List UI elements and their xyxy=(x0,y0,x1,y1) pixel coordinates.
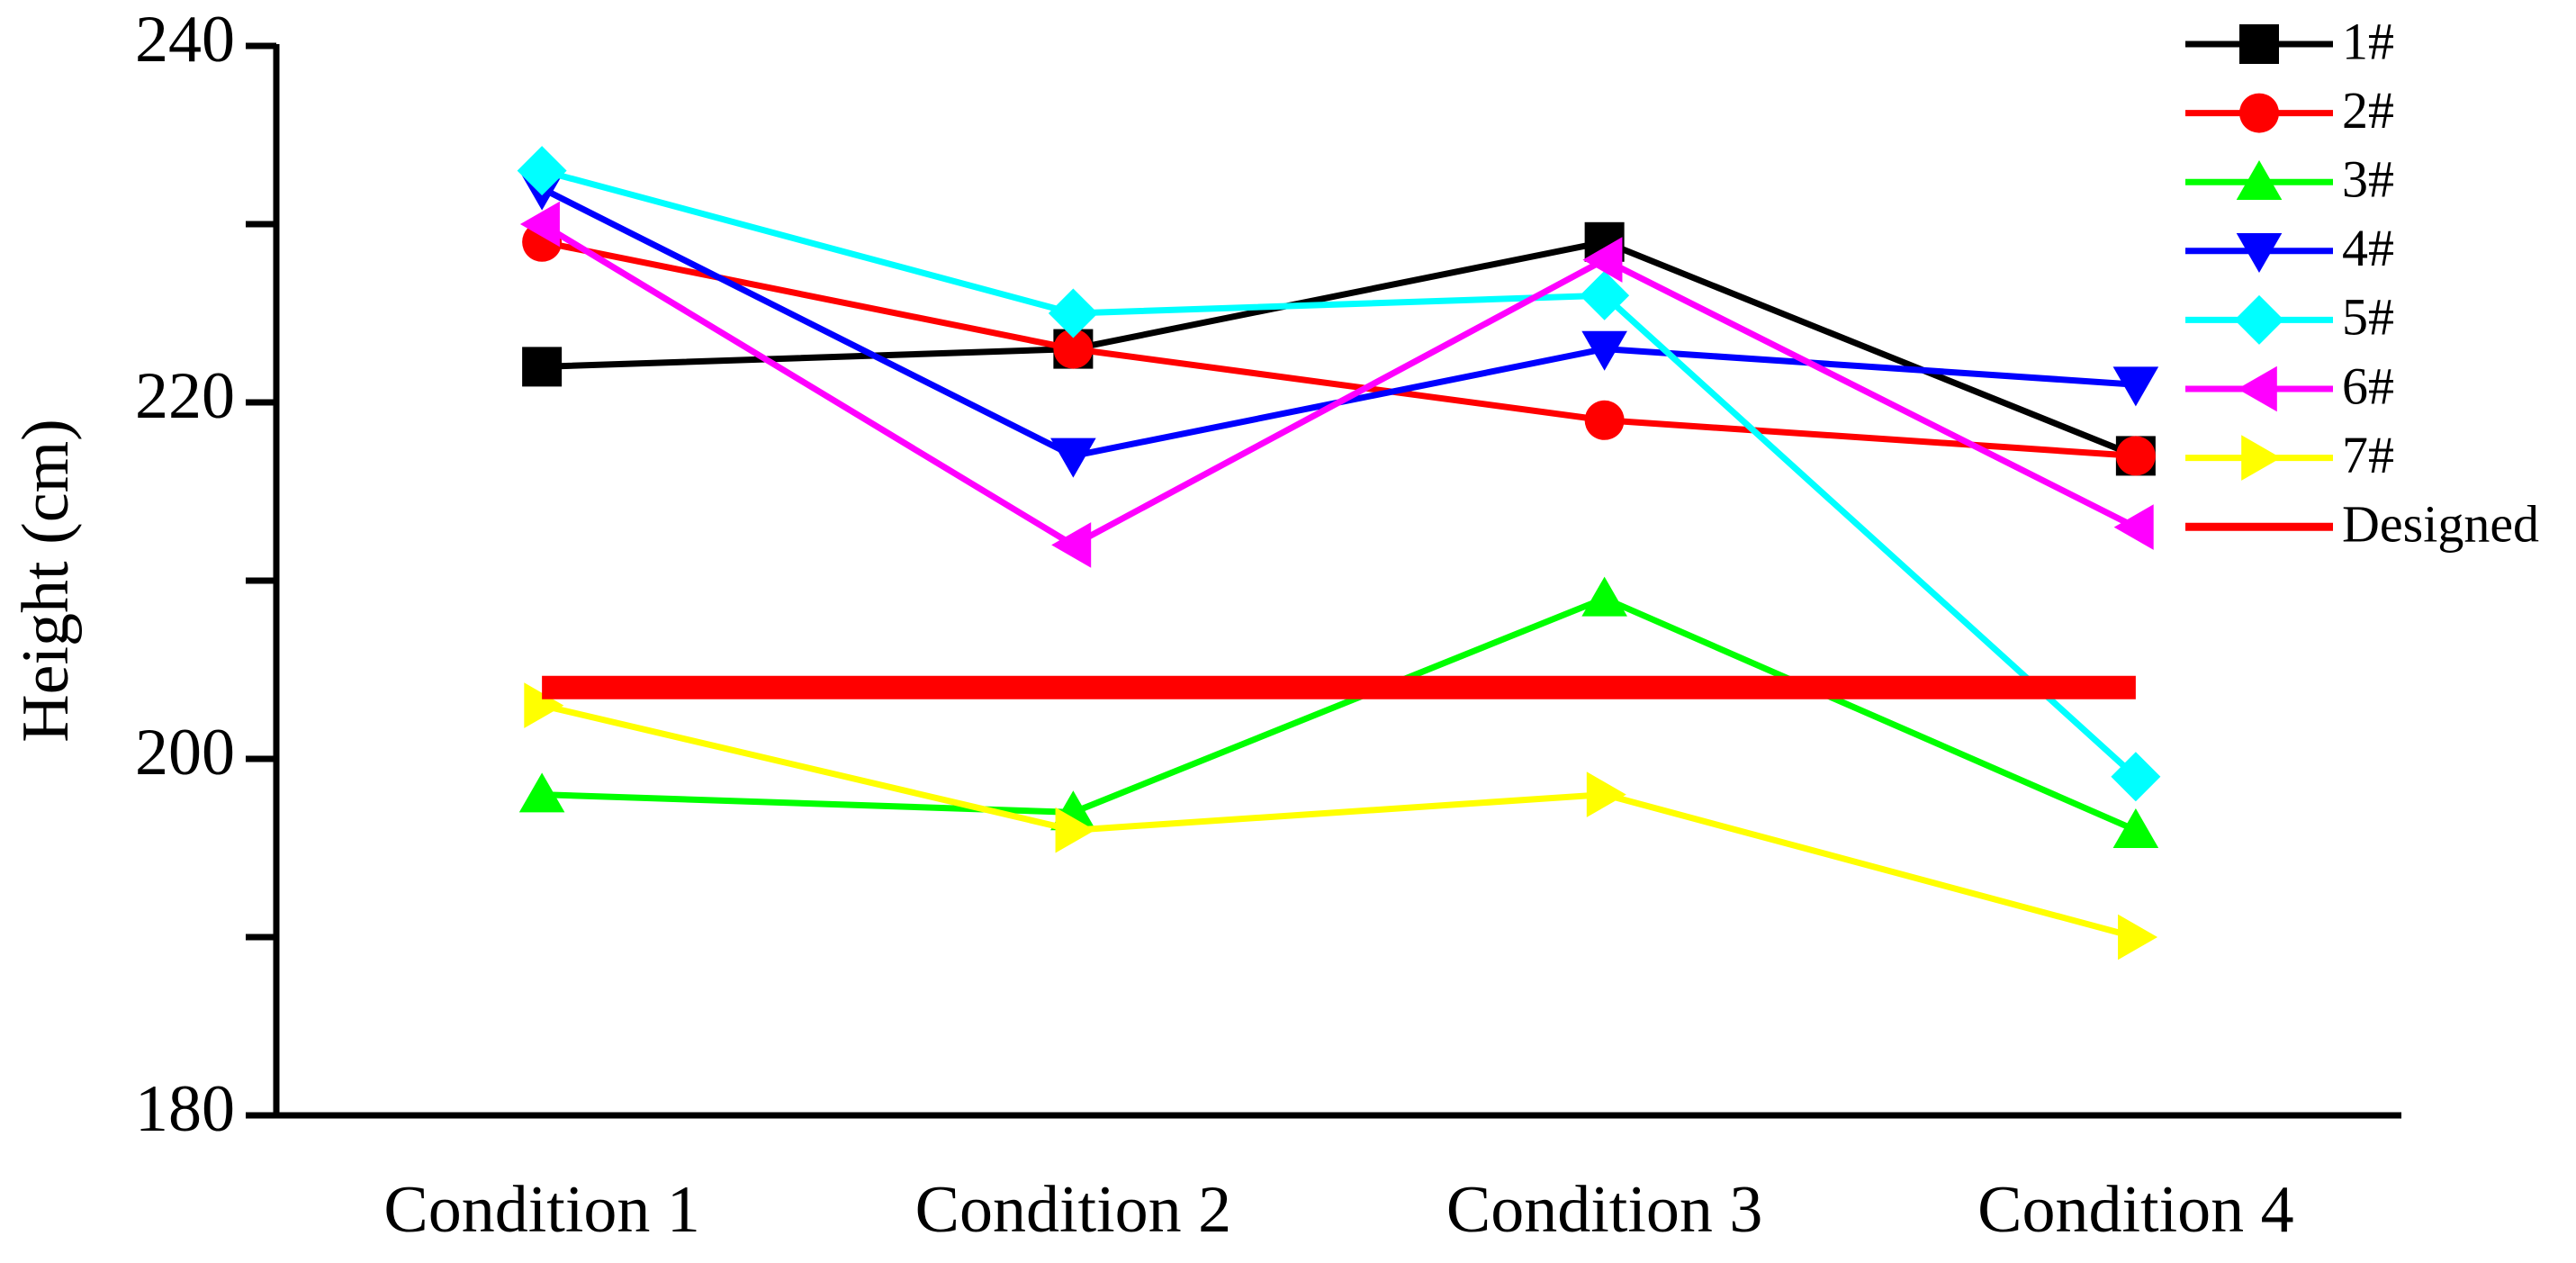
marker xyxy=(2111,752,2161,802)
legend-label: Designed xyxy=(2342,495,2539,554)
x-tick-label: Condition 2 xyxy=(915,1173,1232,1247)
marker xyxy=(1055,807,1095,853)
series-line xyxy=(540,221,2138,548)
marker xyxy=(2112,808,2159,848)
legend-label: 5# xyxy=(2342,288,2394,347)
x-tick-label: Condition 3 xyxy=(1446,1173,1763,1247)
y-tick-label: 220 xyxy=(135,359,235,433)
y-tick-label: 200 xyxy=(135,716,235,789)
marker xyxy=(517,146,567,196)
legend-marker xyxy=(2236,233,2283,273)
marker xyxy=(2115,436,2156,476)
x-tick-label: Condition 1 xyxy=(383,1173,700,1247)
series-line xyxy=(541,167,2139,780)
legend-label: 7# xyxy=(2342,426,2394,484)
y-tick-label: 180 xyxy=(135,1072,235,1146)
marker xyxy=(1581,576,1627,617)
legend-label: 1# xyxy=(2342,12,2394,70)
legend-marker xyxy=(2234,294,2284,345)
legend-marker xyxy=(2239,24,2279,64)
series-line xyxy=(542,595,2138,834)
marker xyxy=(1581,330,1627,371)
legend-label: 4# xyxy=(2342,219,2394,277)
marker xyxy=(524,682,564,728)
series-line xyxy=(541,239,2137,459)
legend-label: 6# xyxy=(2342,356,2394,415)
legend-marker xyxy=(2239,93,2279,133)
marker xyxy=(2118,914,2158,961)
legend-marker xyxy=(2236,160,2283,200)
marker xyxy=(2112,366,2159,407)
series-line xyxy=(542,239,2138,459)
series-line xyxy=(540,185,2137,459)
series-line xyxy=(541,702,2137,941)
y-tick-label: 240 xyxy=(135,3,235,77)
marker xyxy=(518,772,565,813)
marker xyxy=(2113,504,2154,550)
marker xyxy=(1050,438,1096,478)
marker xyxy=(1586,771,1626,817)
legend-label: 2# xyxy=(2342,81,2394,140)
marker xyxy=(1582,237,1623,283)
marker xyxy=(1580,270,1630,320)
y-axis-label: Height (cm) xyxy=(9,419,83,743)
marker xyxy=(1051,522,1092,568)
legend-label: 3# xyxy=(2342,150,2394,209)
marker xyxy=(1053,329,1094,369)
legend-marker xyxy=(2237,365,2277,412)
marker xyxy=(522,347,563,387)
legend-marker xyxy=(2241,435,2282,481)
marker xyxy=(1584,400,1625,440)
x-tick-label: Condition 4 xyxy=(1977,1173,2294,1247)
marker xyxy=(1048,288,1098,338)
marker xyxy=(519,201,560,248)
